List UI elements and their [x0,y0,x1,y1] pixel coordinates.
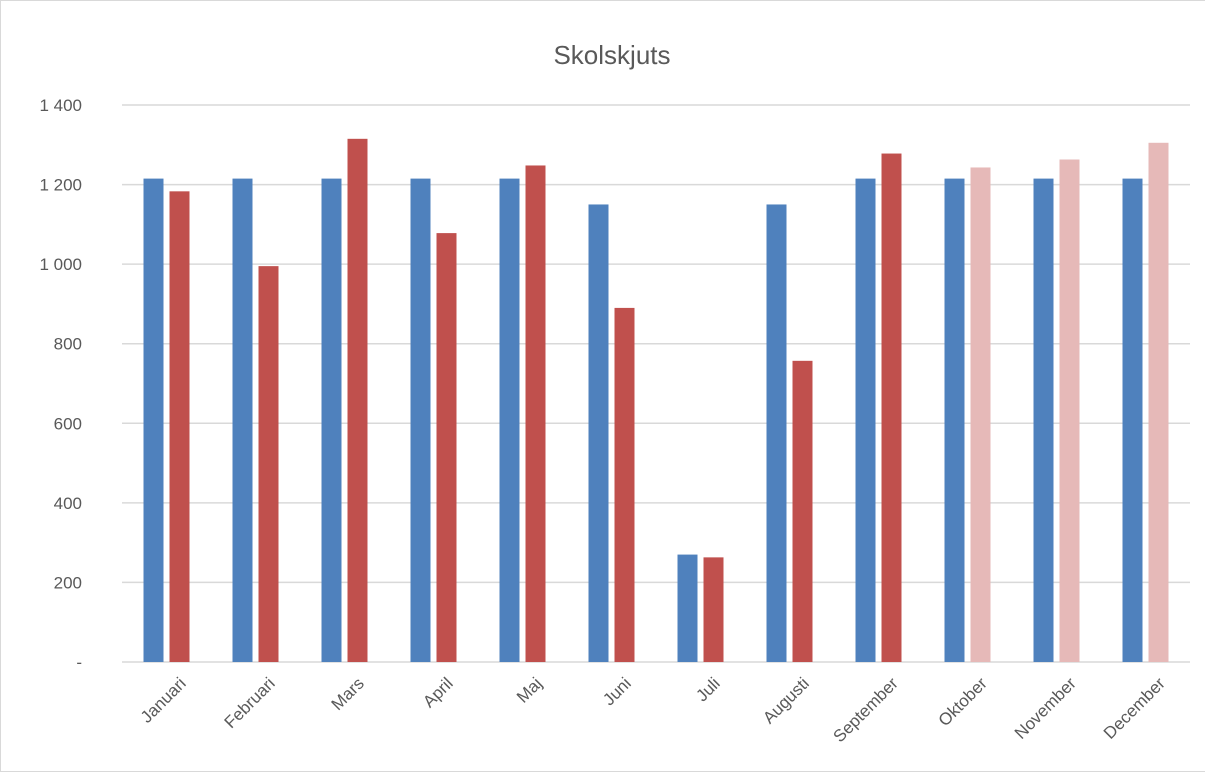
x-tick-label: Oktober [935,674,991,730]
bar-series-2-december [1148,142,1169,662]
bar-series-1-mars [321,178,342,662]
bar-series-1-oktober [944,178,965,662]
bar-series-2-juni [614,307,635,662]
y-tick-label: 600 [54,414,82,433]
bar-series-2-april [436,233,457,663]
x-tick-label: Augusti [759,674,813,728]
y-tick-label: - [76,653,82,672]
y-tick-label: 1 000 [39,255,82,274]
y-tick-label: 1 400 [39,96,82,115]
x-tick-label: Januari [137,674,190,727]
grid-lines [122,104,1190,663]
bars [143,138,1169,663]
x-tick-label: April [419,674,456,711]
bar-series-2-maj [525,165,546,662]
y-tick-label: 800 [54,335,82,354]
bar-series-2-februari [258,266,279,662]
chart-title: Skolskjuts [553,40,670,70]
y-tick-label: 200 [54,573,82,592]
bar-series-1-december [1122,178,1143,662]
y-tick-label: 400 [54,494,82,513]
bar-series-1-april [410,178,431,662]
bar-series-1-november [1033,178,1054,662]
y-tick-label: 1 200 [39,176,82,195]
bar-series-1-juni [588,204,609,662]
x-tick-label: Mars [328,674,368,714]
bar-series-2-augusti [792,360,813,662]
bar-series-1-januari [143,178,164,662]
bar-series-1-augusti [766,204,787,662]
bar-series-2-januari [169,191,190,662]
bar-series-2-september [881,153,902,662]
x-tick-label: November [1011,674,1080,743]
x-tick-label: Februari [221,674,279,732]
bar-series-1-februari [232,178,253,662]
bar-series-2-mars [347,138,368,662]
bar-series-2-juli [703,557,724,662]
bar-series-1-september [855,178,876,662]
bar-series-1-maj [499,178,520,662]
y-axis-ticks: - 200 400 600 800 1 000 1 200 1 400 [39,96,82,672]
x-axis-ticks: Januari Februari Mars April Maj Juni Juli Augus… [137,674,1169,746]
x-tick-label: September [830,674,902,746]
x-tick-label: Juni [599,674,634,709]
bar-series-2-oktober [970,167,991,663]
bar-series-1-juli [677,554,698,662]
x-tick-label: Maj [513,674,546,707]
x-tick-label: Juli [692,674,723,705]
bar-series-2-november [1059,159,1080,663]
x-tick-label: December [1100,674,1169,743]
